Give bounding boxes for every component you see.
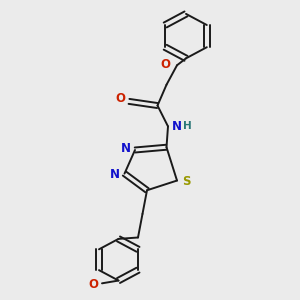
Text: S: S — [182, 175, 190, 188]
Text: N: N — [121, 142, 131, 155]
Text: H: H — [183, 122, 192, 131]
Text: N: N — [110, 168, 120, 181]
Text: N: N — [171, 120, 182, 133]
Text: O: O — [88, 278, 99, 291]
Text: O: O — [116, 92, 126, 105]
Text: O: O — [160, 58, 171, 71]
